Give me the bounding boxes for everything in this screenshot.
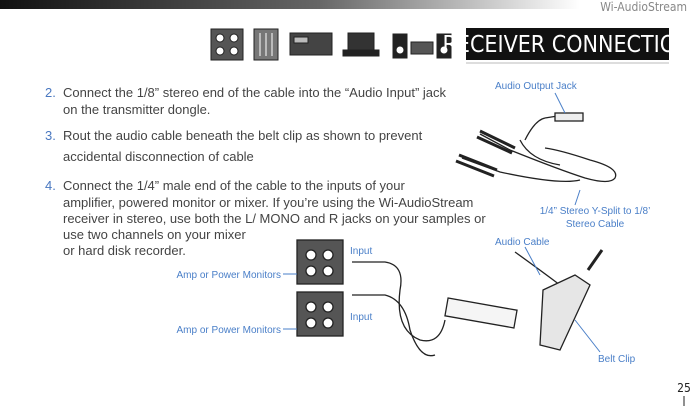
step-number: 3. [45,128,56,143]
label: Stereo Cable [566,219,625,230]
page-number: 25 [677,381,691,395]
step-number: 2. [45,85,56,100]
step-text: or hard disk recorder. [63,243,186,258]
step-number: 4. [45,178,56,193]
label: Audio Cable [495,237,550,248]
label: Audio Output Jack [495,81,578,92]
step-text: Connect the 1/8” stereo end of the cable… [63,85,447,100]
step-text: Connect the 1/4” male end of the cable t… [63,178,405,193]
brand: Wi-AudioStream [600,0,687,14]
label: Amp or Power Monitors [177,325,281,336]
step-text: receiver in stereo, use both the L/ MONO… [63,211,486,226]
cable-illustration [296,112,617,357]
step-text: amplifier, powered monitor or mixer. If … [63,195,473,210]
label: 1/4” Stereo Y-Split to 1/8’ [540,206,651,217]
step-text: accidental disconnection of cable [63,149,254,164]
label: Amp or Power Monitors [177,270,281,281]
leader-lines [283,92,601,353]
section-title: RECEIVER CONNECTION [443,32,691,58]
label: Belt Clip [598,354,636,365]
step-text: on the transmitter dongle. [63,102,210,117]
label: Input [350,246,372,257]
label: Input [350,312,372,323]
step-text: Rout the audio cable beneath the belt cl… [63,128,423,143]
header-bar [0,0,580,9]
step-text: use two channels on your mixer [63,227,246,242]
device-icons [210,28,452,61]
section-box [466,28,669,60]
